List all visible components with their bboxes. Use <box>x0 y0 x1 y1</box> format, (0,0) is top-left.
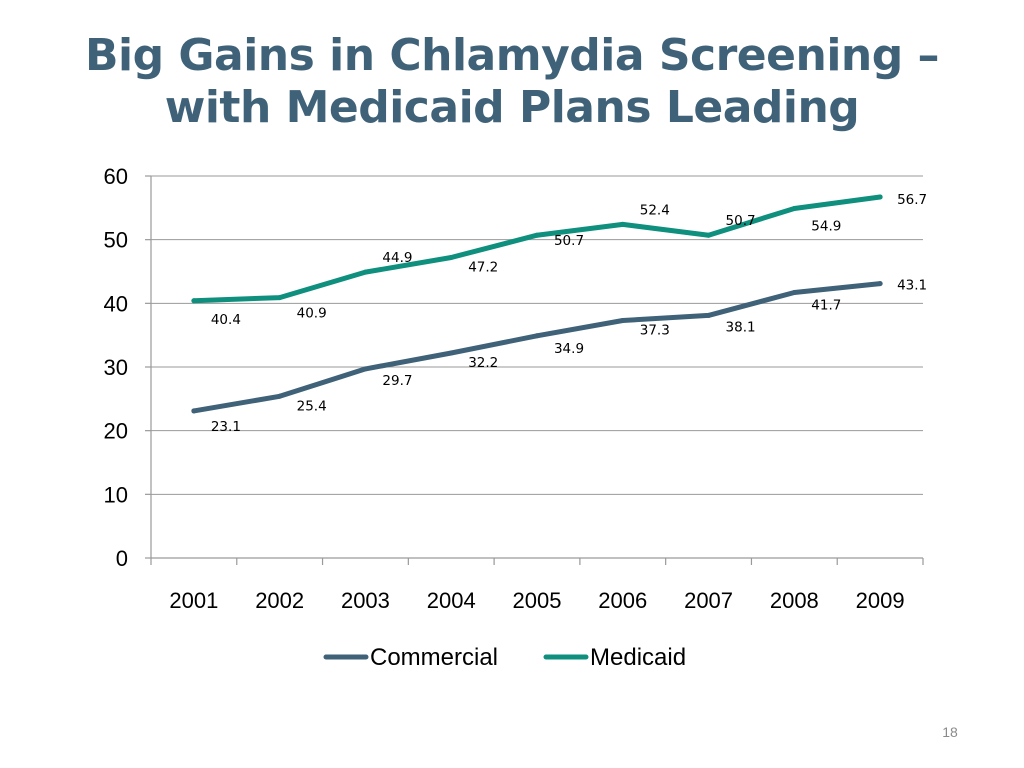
title-line-1: Big Gains in Chlamydia Screening – <box>84 30 940 81</box>
data-point-commercial-2006 <box>620 318 626 324</box>
title-line-2: with Medicaid Plans Leading <box>164 82 860 133</box>
legend: Commercial Medicaid <box>323 644 686 671</box>
data-label-commercial-2005: 34.9 <box>554 341 584 357</box>
data-point-medicaid-2002 <box>277 295 283 301</box>
x-tick-label-2005: 2005 <box>513 588 562 613</box>
data-point-medicaid-2009 <box>877 194 883 200</box>
y-tick-label-60: 60 <box>104 164 128 189</box>
y-tick-label-50: 50 <box>104 228 128 253</box>
y-tick-label-40: 40 <box>104 291 128 316</box>
data-label-commercial-2004: 32.2 <box>468 355 498 371</box>
data-point-medicaid-2007 <box>706 232 712 238</box>
data-point-commercial-2002 <box>277 393 283 399</box>
data-label-commercial-2003: 29.7 <box>382 373 412 389</box>
data-point-commercial-2004 <box>448 350 454 356</box>
legend-label-commercial: Commercial <box>370 644 498 671</box>
data-label-commercial-2008: 41.7 <box>811 298 841 314</box>
slide-title: Big Gains in Chlamydia Screening – with … <box>0 30 1024 134</box>
data-point-commercial-2008 <box>791 290 797 296</box>
data-point-medicaid-2003 <box>362 269 368 275</box>
x-tick-label-2004: 2004 <box>427 588 476 613</box>
series-lines <box>191 194 883 414</box>
series-line-medicaid <box>191 194 883 304</box>
y-tick-label-30: 30 <box>104 355 128 380</box>
data-point-commercial-2001 <box>191 408 197 414</box>
data-label-commercial-2002: 25.4 <box>297 398 327 414</box>
slide-number: 18 <box>942 724 958 740</box>
data-label-medicaid-2006: 52.4 <box>640 202 670 218</box>
y-tick-label-10: 10 <box>104 482 128 507</box>
x-tick-label-2009: 2009 <box>856 588 905 613</box>
data-point-commercial-2005 <box>534 333 540 339</box>
data-label-medicaid-2004: 47.2 <box>468 259 498 275</box>
y-tick-label-20: 20 <box>104 419 128 444</box>
x-tick-label-2002: 2002 <box>255 588 304 613</box>
x-tick-label-2008: 2008 <box>770 588 819 613</box>
data-label-medicaid-2007: 50.7 <box>726 213 756 229</box>
data-label-medicaid-2008: 54.9 <box>811 218 841 234</box>
axes: 0 10 20 30 40 50 60 2001 2002 2003 2004 2005 2006 200… <box>104 164 924 613</box>
data-point-commercial-2009 <box>877 281 883 287</box>
y-tick-label-0: 0 <box>116 546 128 571</box>
data-label-commercial-2001: 23.1 <box>211 419 241 435</box>
data-label-commercial-2009: 43.1 <box>897 278 927 294</box>
x-tick-label-2007: 2007 <box>684 588 733 613</box>
gridlines <box>151 175 923 495</box>
x-tick-label-2003: 2003 <box>341 588 390 613</box>
x-tick-label-2006: 2006 <box>598 588 647 613</box>
data-label-medicaid-2003: 44.9 <box>382 250 412 266</box>
data-point-commercial-2007 <box>706 312 712 318</box>
data-point-medicaid-2005 <box>534 232 540 238</box>
data-point-commercial-2003 <box>362 366 368 372</box>
data-point-medicaid-2004 <box>448 254 454 260</box>
data-label-medicaid-2009: 56.7 <box>897 192 927 208</box>
data-label-medicaid-2005: 50.7 <box>554 233 584 249</box>
data-labels: 23.1 25.4 29.7 32.2 34.9 37.3 38.1 41.7 43.1 40.4… <box>211 192 927 435</box>
series-line-commercial <box>191 281 883 414</box>
data-point-medicaid-2001 <box>191 298 197 304</box>
data-label-commercial-2006: 37.3 <box>640 323 670 339</box>
data-label-commercial-2007: 38.1 <box>726 319 756 335</box>
data-point-medicaid-2006 <box>620 221 626 227</box>
x-tick-label-2001: 2001 <box>169 588 218 613</box>
legend-label-medicaid: Medicaid <box>590 644 686 671</box>
data-label-medicaid-2001: 40.4 <box>211 312 241 328</box>
data-point-medicaid-2008 <box>791 205 797 211</box>
data-label-medicaid-2002: 40.9 <box>297 306 327 322</box>
